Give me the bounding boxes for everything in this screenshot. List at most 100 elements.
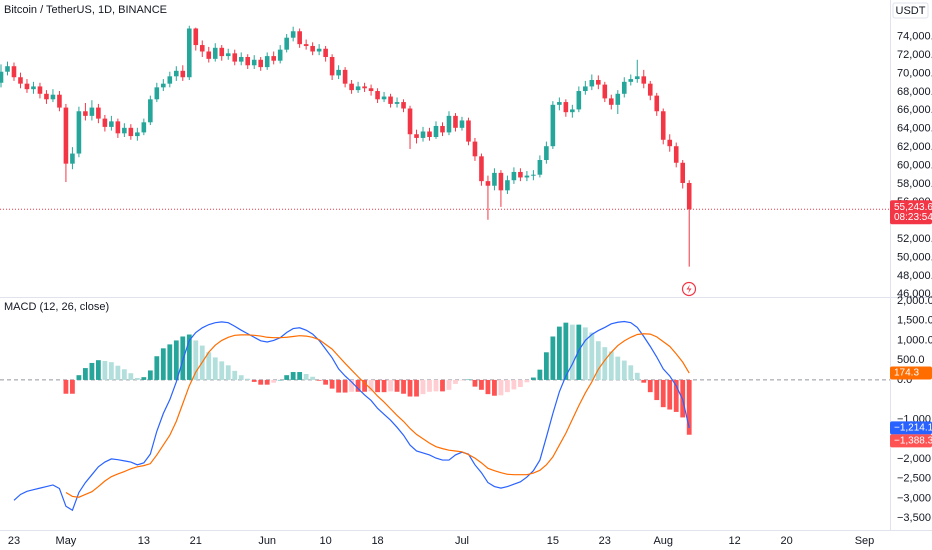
histogram-bar bbox=[505, 379, 510, 393]
histogram-bar bbox=[673, 379, 679, 412]
currency[interactable]: USDT bbox=[896, 5, 926, 17]
histogram-bar bbox=[563, 322, 569, 380]
histogram-bar bbox=[381, 379, 387, 393]
histogram-bar bbox=[589, 332, 595, 380]
candle-body bbox=[102, 118, 108, 127]
candle-body bbox=[336, 69, 341, 76]
candle-body bbox=[83, 111, 88, 116]
histogram-bar bbox=[492, 379, 497, 396]
candle-body bbox=[323, 48, 328, 58]
histogram-bar bbox=[634, 372, 640, 380]
candle-body bbox=[615, 93, 621, 105]
histogram-bar bbox=[212, 357, 218, 380]
histogram-bar bbox=[134, 377, 140, 380]
candle-body bbox=[641, 76, 647, 84]
candle-body bbox=[583, 86, 588, 92]
last-price-box bbox=[890, 200, 932, 225]
candle-body bbox=[634, 76, 640, 80]
histogram-bar bbox=[245, 378, 251, 380]
candle-body bbox=[647, 83, 653, 96]
y-tick-label: 72,000.0 bbox=[897, 49, 932, 61]
candle-body bbox=[557, 102, 562, 105]
histogram-bar bbox=[647, 379, 653, 393]
histogram-bar bbox=[115, 365, 121, 380]
histogram-bar bbox=[407, 379, 413, 397]
histogram-bar bbox=[83, 368, 88, 380]
candle-body bbox=[433, 125, 439, 138]
histogram-bar bbox=[595, 341, 601, 380]
histogram-bar bbox=[329, 379, 335, 389]
candle-body bbox=[310, 45, 315, 52]
histogram-bar bbox=[310, 376, 316, 380]
candle-body bbox=[290, 31, 296, 38]
histogram-bar bbox=[485, 379, 491, 395]
histogram-bar bbox=[420, 379, 426, 395]
histogram-bar bbox=[569, 324, 575, 380]
candle-body bbox=[667, 139, 673, 147]
candle-body bbox=[492, 172, 497, 186]
histogram-bar bbox=[388, 379, 393, 392]
histogram-bar bbox=[128, 373, 134, 380]
candle-body bbox=[608, 98, 614, 105]
histogram-bar bbox=[63, 379, 69, 394]
candle-body bbox=[388, 96, 393, 104]
histogram-bar bbox=[530, 377, 536, 380]
histogram-bar bbox=[154, 356, 160, 380]
candle-body bbox=[96, 107, 101, 119]
candle-body bbox=[466, 120, 471, 142]
candle-body bbox=[596, 79, 601, 85]
event-icon[interactable] bbox=[681, 281, 697, 297]
candle-body bbox=[193, 28, 199, 46]
candle-body bbox=[199, 45, 205, 52]
y-tick-label: 46,000.0 bbox=[897, 288, 932, 300]
x-tick-label: May bbox=[56, 535, 77, 547]
candle-body bbox=[602, 84, 608, 99]
histogram-bar bbox=[89, 362, 95, 380]
histogram-bar bbox=[232, 370, 238, 380]
candle-body bbox=[355, 86, 361, 91]
candle-body bbox=[485, 181, 491, 186]
candle-body bbox=[427, 131, 432, 138]
histogram-bar bbox=[498, 379, 504, 396]
candle-body bbox=[505, 180, 510, 191]
candle-body bbox=[628, 79, 634, 82]
candle-body bbox=[0, 71, 4, 83]
countdown-label: 08:23:54 bbox=[894, 212, 932, 223]
candle-body bbox=[154, 87, 160, 100]
y-tick-label: −2,000.0 bbox=[897, 453, 932, 465]
histogram-bar bbox=[206, 352, 212, 380]
y-tick-label: 62,000.0 bbox=[897, 141, 932, 153]
y-tick-label: 64,000.0 bbox=[897, 123, 932, 135]
candle-body bbox=[524, 175, 530, 178]
x-tick-label: 20 bbox=[780, 535, 792, 547]
histogram-last-label-box bbox=[890, 434, 932, 448]
candle-body bbox=[479, 156, 484, 182]
histogram-bar bbox=[576, 324, 582, 380]
candle-body bbox=[518, 171, 523, 178]
histogram-bar bbox=[167, 344, 173, 380]
candle-body bbox=[277, 49, 283, 61]
chart-title: Bitcoin / TetherUS, 1D, BINANCE bbox=[4, 4, 167, 16]
histogram-bar bbox=[472, 379, 478, 387]
histogram-bar bbox=[368, 379, 374, 392]
candle-body bbox=[148, 99, 153, 123]
candle-body bbox=[401, 102, 406, 109]
histogram-bar bbox=[219, 361, 225, 380]
y-tick-label: −3,500.0 bbox=[897, 512, 932, 524]
candle-body bbox=[459, 120, 465, 128]
currency-box[interactable] bbox=[892, 2, 929, 19]
line-last-label: 174.3 bbox=[894, 368, 919, 379]
candle-body bbox=[297, 31, 302, 45]
indicator-title: MACD (12, 26, close) bbox=[4, 301, 109, 313]
line-last-label: −1,214.1 bbox=[894, 423, 932, 434]
y-tick-label: −2,500.0 bbox=[897, 473, 932, 485]
event-bolt[interactable] bbox=[686, 284, 692, 294]
histogram-bar bbox=[297, 372, 303, 380]
y-tick-label: −3,000.0 bbox=[897, 492, 932, 504]
histogram-bar bbox=[362, 379, 367, 392]
indicator-line bbox=[65, 333, 690, 498]
x-tick-label: 13 bbox=[138, 535, 150, 547]
candle-body bbox=[472, 141, 478, 157]
